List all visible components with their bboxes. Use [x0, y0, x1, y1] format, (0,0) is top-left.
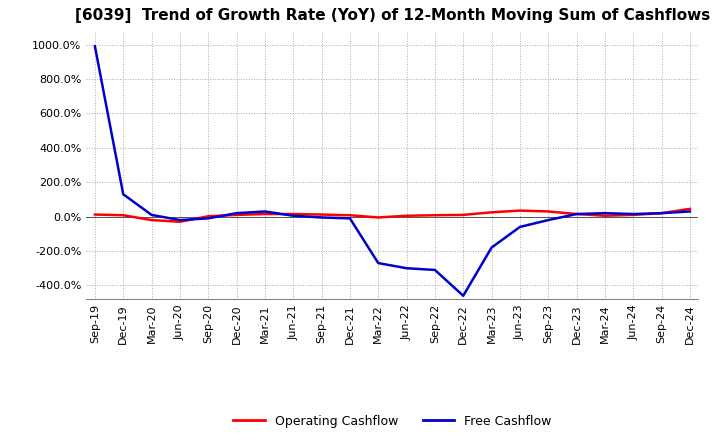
- Free Cashflow: [657, 210, 666, 216]
- Operating Cashflow: [289, 211, 297, 216]
- Operating Cashflow: [374, 215, 382, 220]
- Free Cashflow: [487, 245, 496, 250]
- Operating Cashflow: [487, 210, 496, 215]
- Legend: Operating Cashflow, Free Cashflow: Operating Cashflow, Free Cashflow: [228, 410, 557, 433]
- Free Cashflow: [685, 209, 694, 214]
- Operating Cashflow: [657, 210, 666, 216]
- Free Cashflow: [148, 212, 156, 217]
- Operating Cashflow: [346, 213, 354, 218]
- Operating Cashflow: [91, 212, 99, 217]
- Operating Cashflow: [318, 212, 326, 217]
- Operating Cashflow: [148, 217, 156, 223]
- Operating Cashflow: [600, 213, 609, 218]
- Line: Operating Cashflow: Operating Cashflow: [95, 209, 690, 222]
- Operating Cashflow: [685, 206, 694, 212]
- Free Cashflow: [600, 210, 609, 216]
- Free Cashflow: [629, 211, 637, 216]
- Free Cashflow: [91, 44, 99, 49]
- Free Cashflow: [572, 211, 581, 216]
- Free Cashflow: [374, 260, 382, 266]
- Operating Cashflow: [176, 219, 184, 224]
- Free Cashflow: [544, 217, 552, 223]
- Operating Cashflow: [572, 211, 581, 216]
- Operating Cashflow: [431, 213, 439, 218]
- Free Cashflow: [204, 216, 212, 221]
- Operating Cashflow: [204, 214, 212, 219]
- Free Cashflow: [516, 224, 524, 230]
- Free Cashflow: [318, 215, 326, 220]
- Operating Cashflow: [402, 213, 411, 218]
- Operating Cashflow: [459, 212, 467, 217]
- Operating Cashflow: [261, 211, 269, 216]
- Operating Cashflow: [629, 212, 637, 217]
- Operating Cashflow: [119, 213, 127, 218]
- Free Cashflow: [459, 293, 467, 298]
- Free Cashflow: [176, 217, 184, 223]
- Operating Cashflow: [233, 212, 241, 217]
- Line: Free Cashflow: Free Cashflow: [95, 46, 690, 296]
- Free Cashflow: [346, 216, 354, 221]
- Free Cashflow: [431, 268, 439, 273]
- Free Cashflow: [289, 213, 297, 218]
- Free Cashflow: [402, 266, 411, 271]
- Free Cashflow: [233, 210, 241, 216]
- Free Cashflow: [119, 191, 127, 197]
- Free Cashflow: [261, 209, 269, 214]
- Title: [6039]  Trend of Growth Rate (YoY) of 12-Month Moving Sum of Cashflows: [6039] Trend of Growth Rate (YoY) of 12-…: [75, 7, 710, 23]
- Operating Cashflow: [544, 209, 552, 214]
- Operating Cashflow: [516, 208, 524, 213]
